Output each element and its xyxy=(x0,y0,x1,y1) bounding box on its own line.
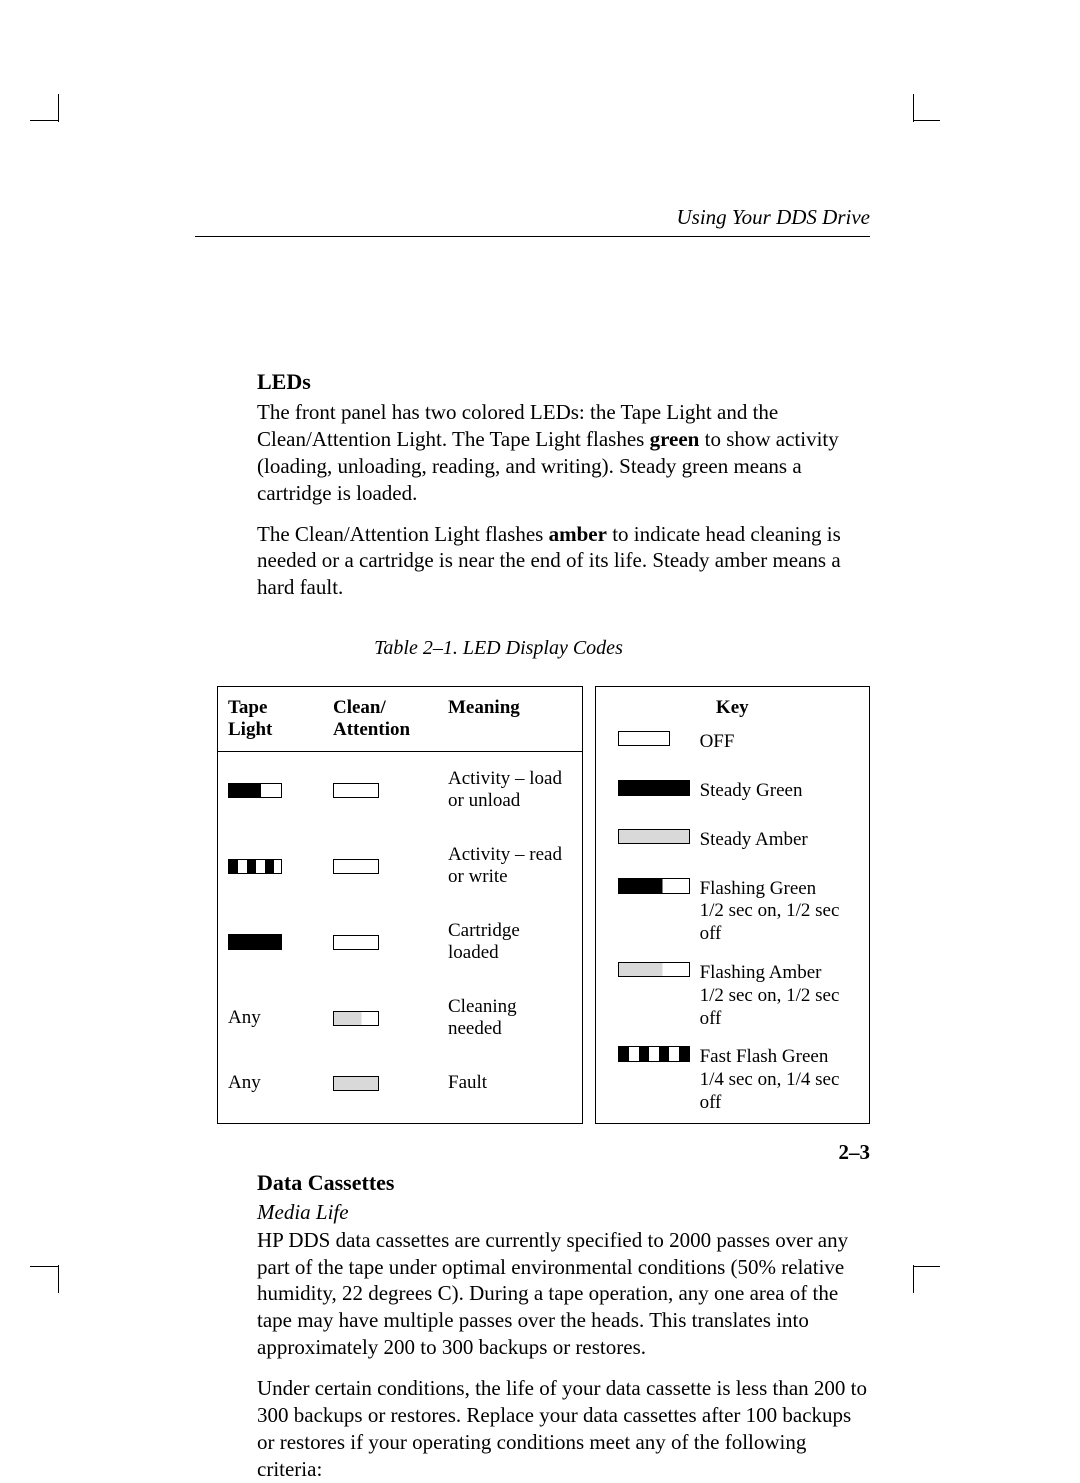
flashing-green-icon xyxy=(228,783,282,798)
page-body: Using Your DDS Drive LEDs The front pane… xyxy=(195,205,870,1165)
table-row: Cartridge loaded xyxy=(218,904,582,980)
page-number: 2–3 xyxy=(839,1140,871,1165)
key-row: OFF xyxy=(596,723,869,762)
meaning-cell: Activity – read or write xyxy=(448,844,572,888)
key-label: Fast Flash Green 1/4 sec on, 1/4 sec off xyxy=(700,1046,853,1114)
cassettes-heading: Data Cassettes xyxy=(257,1170,870,1196)
leds-paragraph-1: The front panel has two colored LEDs: th… xyxy=(257,399,870,507)
key-label: Steady Amber xyxy=(700,829,853,852)
led-table-wrap: Tape Light Clean/ Attention Meaning Acti… xyxy=(217,686,870,1124)
col-header-tape: Tape Light xyxy=(228,697,333,741)
table-row: Any Fault xyxy=(218,1056,582,1110)
table-row: Any Cleaning needed xyxy=(218,980,582,1056)
fast-flash-green-icon xyxy=(618,1046,690,1062)
text: Clean/ Attention xyxy=(333,697,433,741)
key-row: Fast Flash Green 1/4 sec on, 1/4 sec off xyxy=(596,1038,869,1122)
off-icon xyxy=(333,935,379,950)
table-header-row: Tape Light Clean/ Attention Meaning xyxy=(218,687,582,752)
steady-green-icon xyxy=(228,934,282,950)
key-label: OFF xyxy=(700,731,853,754)
flashing-amber-icon xyxy=(618,962,690,977)
text: The Clean/Attention Light flashes xyxy=(257,522,549,546)
table-row: Activity – read or write xyxy=(218,828,582,904)
steady-amber-icon xyxy=(333,1076,379,1091)
steady-amber-icon xyxy=(618,829,690,844)
key-row: Steady Green xyxy=(596,762,869,811)
leds-paragraph-2: The Clean/Attention Light flashes amber … xyxy=(257,521,870,602)
key-heading: Key xyxy=(596,687,869,723)
meaning-cell: Cartridge loaded xyxy=(448,920,572,964)
steady-green-icon xyxy=(618,780,690,796)
bold-green: green xyxy=(650,427,700,451)
text: Tape Light xyxy=(228,697,288,741)
meaning-cell: Cleaning needed xyxy=(448,996,572,1040)
any-text: Any xyxy=(228,1072,261,1094)
bold-amber: amber xyxy=(549,522,607,546)
cassettes-paragraph-1: HP DDS data cassettes are currently spec… xyxy=(257,1227,870,1361)
off-icon xyxy=(333,783,379,798)
key-label: Steady Green xyxy=(700,780,853,803)
any-text: Any xyxy=(228,1007,261,1029)
col-header-meaning: Meaning xyxy=(448,697,572,741)
fast-flash-green-icon xyxy=(228,859,282,874)
meaning-cell: Fault xyxy=(448,1072,572,1094)
key-label: Flashing Amber 1/2 sec on, 1/2 sec off xyxy=(700,962,853,1030)
led-key-table: Key OFF Steady Green Steady Amber Flashi… xyxy=(595,686,870,1124)
leds-heading: LEDs xyxy=(257,369,870,395)
off-icon xyxy=(333,859,379,874)
key-row: Steady Amber xyxy=(596,811,869,860)
col-header-clean: Clean/ Attention xyxy=(333,697,448,741)
table-caption: Table 2–1. LED Display Codes xyxy=(127,637,870,660)
flashing-green-icon xyxy=(618,878,690,894)
led-codes-table: Tape Light Clean/ Attention Meaning Acti… xyxy=(217,686,583,1124)
flashing-amber-icon xyxy=(333,1011,379,1026)
content-area: LEDs The front panel has two colored LED… xyxy=(195,369,870,1483)
media-life-subheading: Media Life xyxy=(257,1200,870,1225)
key-row: Flashing Green 1/2 sec on, 1/2 sec off xyxy=(596,860,869,954)
meaning-cell: Activity – load or unload xyxy=(448,768,572,812)
key-label: Flashing Green 1/2 sec on, 1/2 sec off xyxy=(700,878,853,946)
off-icon xyxy=(618,731,670,746)
key-row: Flashing Amber 1/2 sec on, 1/2 sec off xyxy=(596,954,869,1038)
table-row: Activity – load or unload xyxy=(218,752,582,828)
cassettes-paragraph-2: Under certain conditions, the life of yo… xyxy=(257,1375,870,1483)
running-header: Using Your DDS Drive xyxy=(195,205,870,237)
